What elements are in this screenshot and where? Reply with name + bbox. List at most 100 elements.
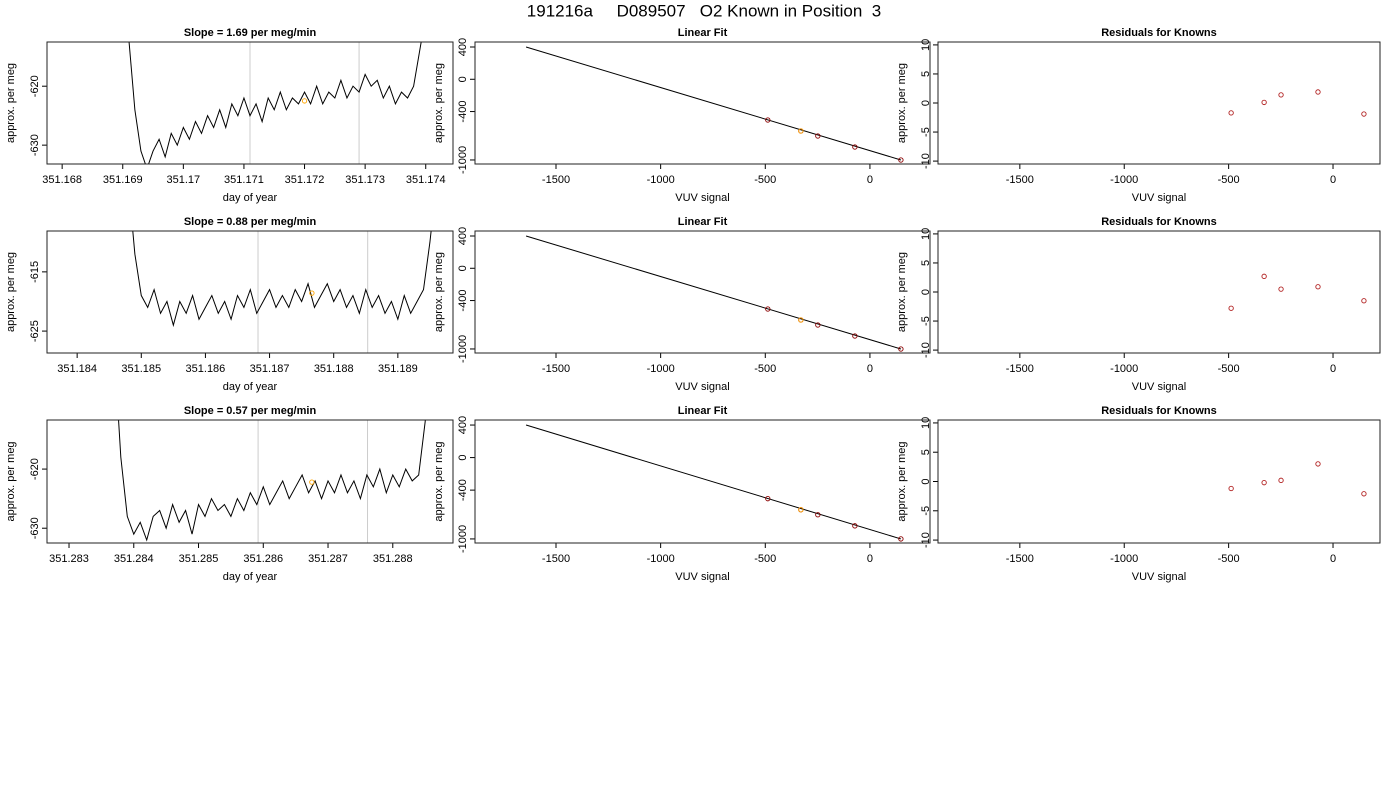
y-tick-label: 5: [920, 449, 932, 455]
data-point: [1278, 92, 1284, 98]
plot-frame: [474, 230, 931, 354]
data-line: [128, 42, 422, 164]
y-tick-label: -10: [920, 532, 932, 548]
y-tick-label: 400: [457, 416, 469, 434]
plot-area: [128, 42, 422, 164]
y-tick-label: -615: [29, 261, 41, 283]
data-point: [1315, 284, 1321, 290]
y-axis-label: approx. per meg: [896, 252, 908, 332]
panel-title: Slope = 0.88 per meg/min: [184, 216, 317, 228]
plot-frame: [937, 230, 1381, 354]
x-tick-label: 351.172: [285, 174, 325, 186]
y-tick-label: 5: [920, 260, 932, 266]
x-tick-label: -1500: [1006, 553, 1034, 565]
x-tick-label: -500: [1218, 363, 1240, 375]
x-tick-label: 0: [867, 553, 873, 565]
y-tick-label: -1000: [457, 146, 469, 174]
y-tick-label: -620: [29, 75, 41, 97]
data-point: [1228, 305, 1234, 311]
x-tick-label: -1500: [1006, 174, 1034, 186]
panel-title: Slope = 1.69 per meg/min: [184, 27, 317, 39]
plot-frame: [474, 41, 931, 165]
x-tick-label: 351.284: [114, 553, 154, 565]
fit-line: [525, 46, 902, 161]
data-point: [765, 306, 771, 312]
x-tick-label: 351.171: [224, 174, 264, 186]
panel-title: Residuals for Knowns: [1101, 216, 1217, 228]
x-tick-label: 351.169: [103, 174, 143, 186]
highlight-point: [309, 479, 315, 485]
x-axis-label: VUV signal: [675, 192, 729, 204]
x-tick-label: 351.189: [378, 363, 418, 375]
x-axis-label: day of year: [223, 381, 278, 393]
x-tick-label: -1000: [647, 174, 675, 186]
data-point: [1315, 461, 1321, 467]
data-point: [1278, 477, 1284, 483]
x-axis-label: day of year: [223, 571, 278, 583]
data-point: [815, 322, 821, 328]
plot-frame: [46, 41, 454, 165]
data-point: [1361, 298, 1367, 304]
plot-area: [1228, 273, 1367, 311]
y-tick-label: 5: [920, 71, 932, 77]
panel-title: Linear Fit: [678, 216, 728, 228]
y-tick-label: 0: [920, 289, 932, 295]
panel-title: Linear Fit: [678, 405, 728, 417]
x-tick-label: -1000: [647, 553, 675, 565]
data-point: [1361, 491, 1367, 497]
y-tick-label: -10: [920, 342, 932, 358]
data-point: [765, 117, 771, 123]
data-point: [1315, 89, 1321, 95]
y-axis-label: approx. per meg: [896, 441, 908, 521]
x-tick-label: 351.186: [186, 363, 226, 375]
panel-title: Residuals for Knowns: [1101, 405, 1217, 417]
panel: Linear Fit VUV signal approx. per meg -1500…: [433, 216, 931, 393]
plot-area: [525, 424, 904, 542]
x-tick-label: 351.286: [243, 553, 283, 565]
y-tick-label: 0: [920, 100, 932, 106]
data-point: [1361, 111, 1367, 117]
x-tick-label: -500: [1218, 174, 1240, 186]
x-tick-label: 0: [1330, 553, 1336, 565]
y-tick-label: -400: [457, 101, 469, 123]
data-point: [898, 157, 904, 163]
plot-area: [1228, 461, 1367, 497]
data-point: [1261, 273, 1267, 279]
x-axis-label: VUV signal: [1132, 192, 1186, 204]
panel: Slope = 0.88 per meg/min day of year appro…: [5, 216, 454, 393]
x-tick-label: -500: [1218, 553, 1240, 565]
data-point: [1278, 286, 1284, 292]
y-axis-label: approx. per meg: [896, 63, 908, 143]
x-tick-label: 351.174: [406, 174, 446, 186]
panel-title: Slope = 0.57 per meg/min: [184, 405, 317, 417]
x-tick-label: 351.188: [314, 363, 354, 375]
data-point: [1228, 485, 1234, 492]
y-tick-label: -625: [29, 320, 41, 342]
x-tick-label: 0: [1330, 174, 1336, 186]
plot-frame: [46, 419, 454, 544]
plot-frame: [937, 41, 1381, 165]
x-tick-label: -500: [754, 174, 776, 186]
x-tick-label: 351.173: [345, 174, 385, 186]
y-tick-label: 400: [457, 227, 469, 245]
data-point: [852, 144, 858, 150]
panel-title: Residuals for Knowns: [1101, 27, 1217, 39]
data-point: [852, 523, 858, 529]
x-tick-label: -1500: [542, 363, 570, 375]
y-tick-label: -5: [920, 316, 932, 326]
data-line: [132, 231, 432, 328]
x-tick-label: 351.287: [308, 553, 348, 565]
y-tick-label: -1000: [457, 525, 469, 553]
y-axis-label: approx. per meg: [433, 441, 445, 521]
plot-frame: [937, 419, 1381, 544]
y-tick-label: 10: [920, 39, 932, 51]
x-axis-label: VUV signal: [1132, 381, 1186, 393]
y-tick-label: 0: [457, 455, 469, 461]
y-tick-label: 10: [920, 228, 932, 240]
highlight-point: [798, 317, 804, 323]
y-tick-label: -400: [457, 290, 469, 312]
panel: Slope = 0.57 per meg/min day of year appro…: [5, 405, 454, 583]
y-tick-label: -5: [920, 506, 932, 516]
data-point: [852, 333, 858, 339]
panel: Slope = 1.69 per meg/min day of year appro…: [5, 27, 454, 204]
